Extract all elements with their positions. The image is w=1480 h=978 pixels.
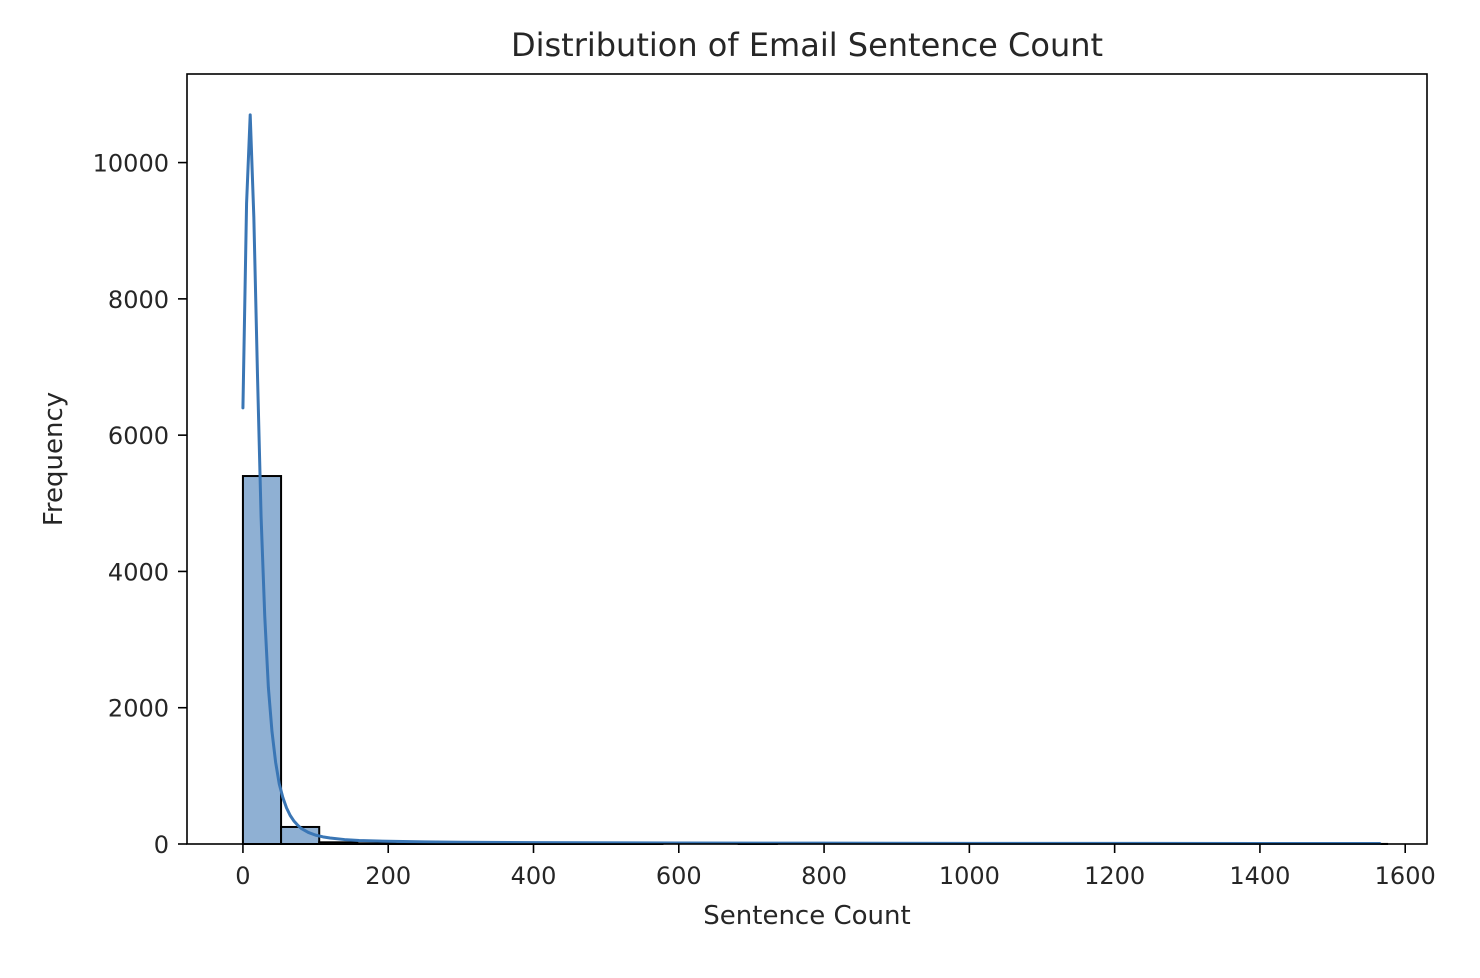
x-axis-ticks: 0 200 400 600 800 1000 1200 1400 1600 (235, 844, 1436, 890)
y-tick-label: 6000 (108, 422, 169, 450)
x-tick-label: 1400 (1229, 862, 1290, 890)
y-axis-label: Frequency (39, 392, 69, 526)
kde-curve-layer (241, 113, 1382, 845)
y-tick-label: 0 (154, 831, 169, 859)
y-tick-label: 10000 (93, 150, 169, 178)
x-tick-label: 800 (801, 862, 847, 890)
y-axis-ticks: 0 2000 4000 6000 8000 10000 (93, 150, 187, 859)
x-tick-label: 0 (235, 862, 250, 890)
chart-title: Distribution of Email Sentence Count (511, 26, 1103, 64)
x-tick-label: 1000 (939, 862, 1000, 890)
x-tick-label: 400 (511, 862, 557, 890)
y-tick-label: 4000 (108, 558, 169, 586)
x-tick-label: 1200 (1084, 862, 1145, 890)
x-tick-label: 600 (656, 862, 702, 890)
x-tick-label: 1600 (1375, 862, 1436, 890)
y-tick-label: 2000 (108, 695, 169, 723)
x-axis-label: Sentence Count (703, 901, 910, 931)
y-tick-label: 8000 (108, 286, 169, 314)
x-tick-label: 200 (365, 862, 411, 890)
kde-line (241, 113, 1382, 845)
plot-frame (186, 73, 1428, 845)
